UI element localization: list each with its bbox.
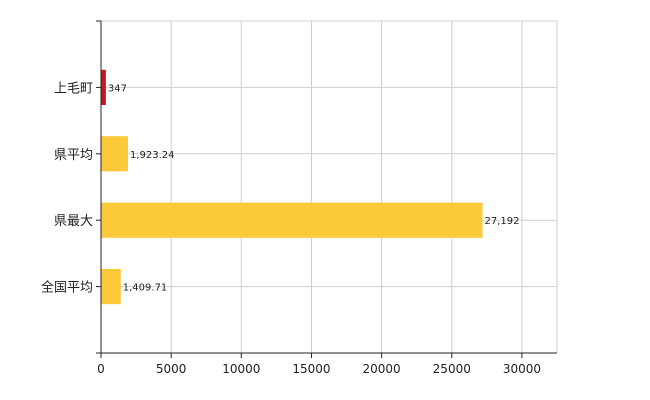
x-tick-label: 25000 — [433, 362, 471, 376]
data-label: 1,923.24 — [130, 150, 175, 161]
category-label: 県平均 — [54, 148, 93, 163]
category-label: 県最大 — [54, 214, 93, 229]
bar — [101, 136, 128, 172]
bar — [101, 202, 483, 238]
data-label: 27,192 — [485, 216, 520, 227]
x-tick-label: 10000 — [222, 362, 260, 376]
data-label: 1,409.71 — [123, 283, 168, 294]
x-tick-label: 5000 — [156, 362, 187, 376]
x-tick-label: 0 — [97, 362, 105, 376]
category-label: 全国平均 — [41, 280, 93, 296]
x-tick-label: 30000 — [503, 362, 541, 376]
category-label: 上毛町 — [54, 81, 93, 96]
gridlines — [101, 20, 558, 353]
data-label: 347 — [108, 83, 127, 94]
bar — [101, 269, 121, 305]
bars — [101, 69, 483, 305]
bar — [101, 69, 106, 105]
x-tick-label: 15000 — [292, 362, 330, 376]
x-tick-label: 20000 — [363, 362, 401, 376]
axes — [96, 20, 557, 358]
